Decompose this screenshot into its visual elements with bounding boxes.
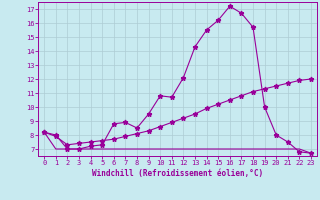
X-axis label: Windchill (Refroidissement éolien,°C): Windchill (Refroidissement éolien,°C) (92, 169, 263, 178)
